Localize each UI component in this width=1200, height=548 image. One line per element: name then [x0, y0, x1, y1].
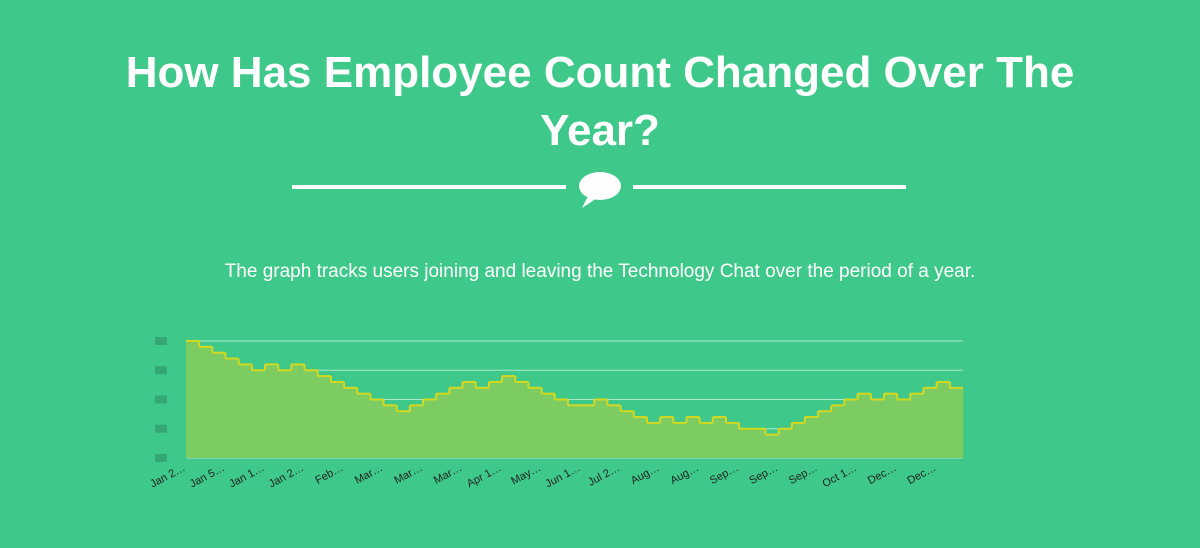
chat-icon — [579, 172, 621, 208]
area-step — [265, 364, 279, 458]
page-title: How Has Employee Count Changed Over The … — [125, 48, 1075, 155]
area-step — [739, 428, 753, 458]
x-tick-label: Aug… — [668, 462, 701, 487]
area-step — [317, 376, 332, 458]
area-step — [186, 341, 200, 458]
area-step — [502, 376, 516, 458]
x-tick-label: Jun 1… — [543, 462, 582, 490]
area-step — [462, 381, 477, 458]
x-tick-label: Aug… — [629, 462, 662, 487]
x-tick-label: Dec… — [866, 462, 899, 487]
area-step — [660, 417, 674, 458]
x-tick-label: May… — [509, 462, 543, 488]
area-step — [646, 422, 661, 458]
x-tick-label: Dec… — [905, 462, 938, 487]
area-step — [304, 370, 318, 458]
area-step — [567, 405, 582, 458]
area-step — [633, 417, 648, 458]
area-step — [541, 393, 556, 458]
x-tick-label: Jan 1… — [227, 462, 266, 490]
area-step — [396, 411, 411, 458]
area-step — [554, 399, 569, 458]
x-tick-label: Jan 2… — [148, 462, 187, 490]
area-step — [449, 387, 463, 458]
area-step — [712, 417, 727, 458]
x-tick-label: Sep… — [708, 462, 741, 487]
area-step — [528, 387, 542, 458]
area-step — [515, 381, 529, 458]
area-step — [725, 422, 740, 458]
area-step — [251, 370, 266, 458]
x-tick-label: Mar… — [353, 462, 385, 487]
area-step — [791, 422, 806, 458]
x-tick-label: Sep… — [747, 462, 780, 487]
area-step — [752, 428, 766, 458]
area-step — [212, 352, 226, 458]
area-step — [475, 387, 490, 458]
area-step — [225, 358, 239, 458]
x-tick-label: Feb… — [313, 462, 345, 487]
x-tick-label: Sep… — [787, 462, 820, 487]
area-step — [436, 393, 450, 458]
area-step — [620, 411, 635, 458]
x-tick-label: Jan 2… — [267, 462, 306, 490]
area-step — [594, 399, 608, 458]
x-tick-label: Mar… — [392, 462, 424, 487]
area-step — [870, 399, 885, 458]
area-step — [383, 405, 398, 458]
x-tick-label: Jan 5… — [188, 462, 227, 490]
subtitle: The graph tracks users joining and leavi… — [224, 261, 976, 282]
area-step — [291, 364, 305, 458]
area-step — [344, 387, 358, 458]
area-step — [765, 434, 779, 458]
y-tick-label-blurred — [155, 337, 167, 345]
area-step — [699, 422, 714, 458]
area-step — [278, 370, 292, 458]
y-tick-label-blurred — [155, 395, 167, 404]
area-step — [199, 346, 213, 458]
area-step — [897, 399, 911, 458]
area-step — [910, 393, 924, 458]
area-step — [818, 411, 832, 458]
area-step — [607, 405, 621, 458]
area-step — [409, 405, 424, 458]
area-step — [488, 381, 503, 458]
area-step — [423, 399, 437, 458]
area-step — [844, 399, 858, 458]
area-step — [370, 399, 384, 458]
area-step — [581, 405, 595, 458]
x-tick-label: Jul 2… — [586, 462, 622, 489]
area-step — [883, 393, 898, 458]
area-step — [357, 393, 371, 458]
area-step — [831, 405, 845, 458]
area-step — [238, 364, 253, 458]
area-step — [857, 393, 872, 458]
x-tick-label: Oct 1… — [820, 462, 859, 490]
area-step — [778, 428, 793, 458]
x-tick-label: Mar… — [432, 462, 464, 487]
area-step — [949, 387, 964, 458]
y-tick-label-blurred — [155, 424, 167, 433]
area-step — [686, 417, 700, 458]
x-tick-label: Apr 1… — [465, 462, 504, 490]
area-step — [804, 417, 819, 458]
y-tick-label-blurred — [155, 366, 167, 375]
y-tick-label-blurred — [155, 454, 167, 462]
area-step — [923, 387, 937, 458]
area-step — [936, 381, 951, 458]
area-step — [673, 422, 687, 458]
area-step — [330, 381, 345, 458]
